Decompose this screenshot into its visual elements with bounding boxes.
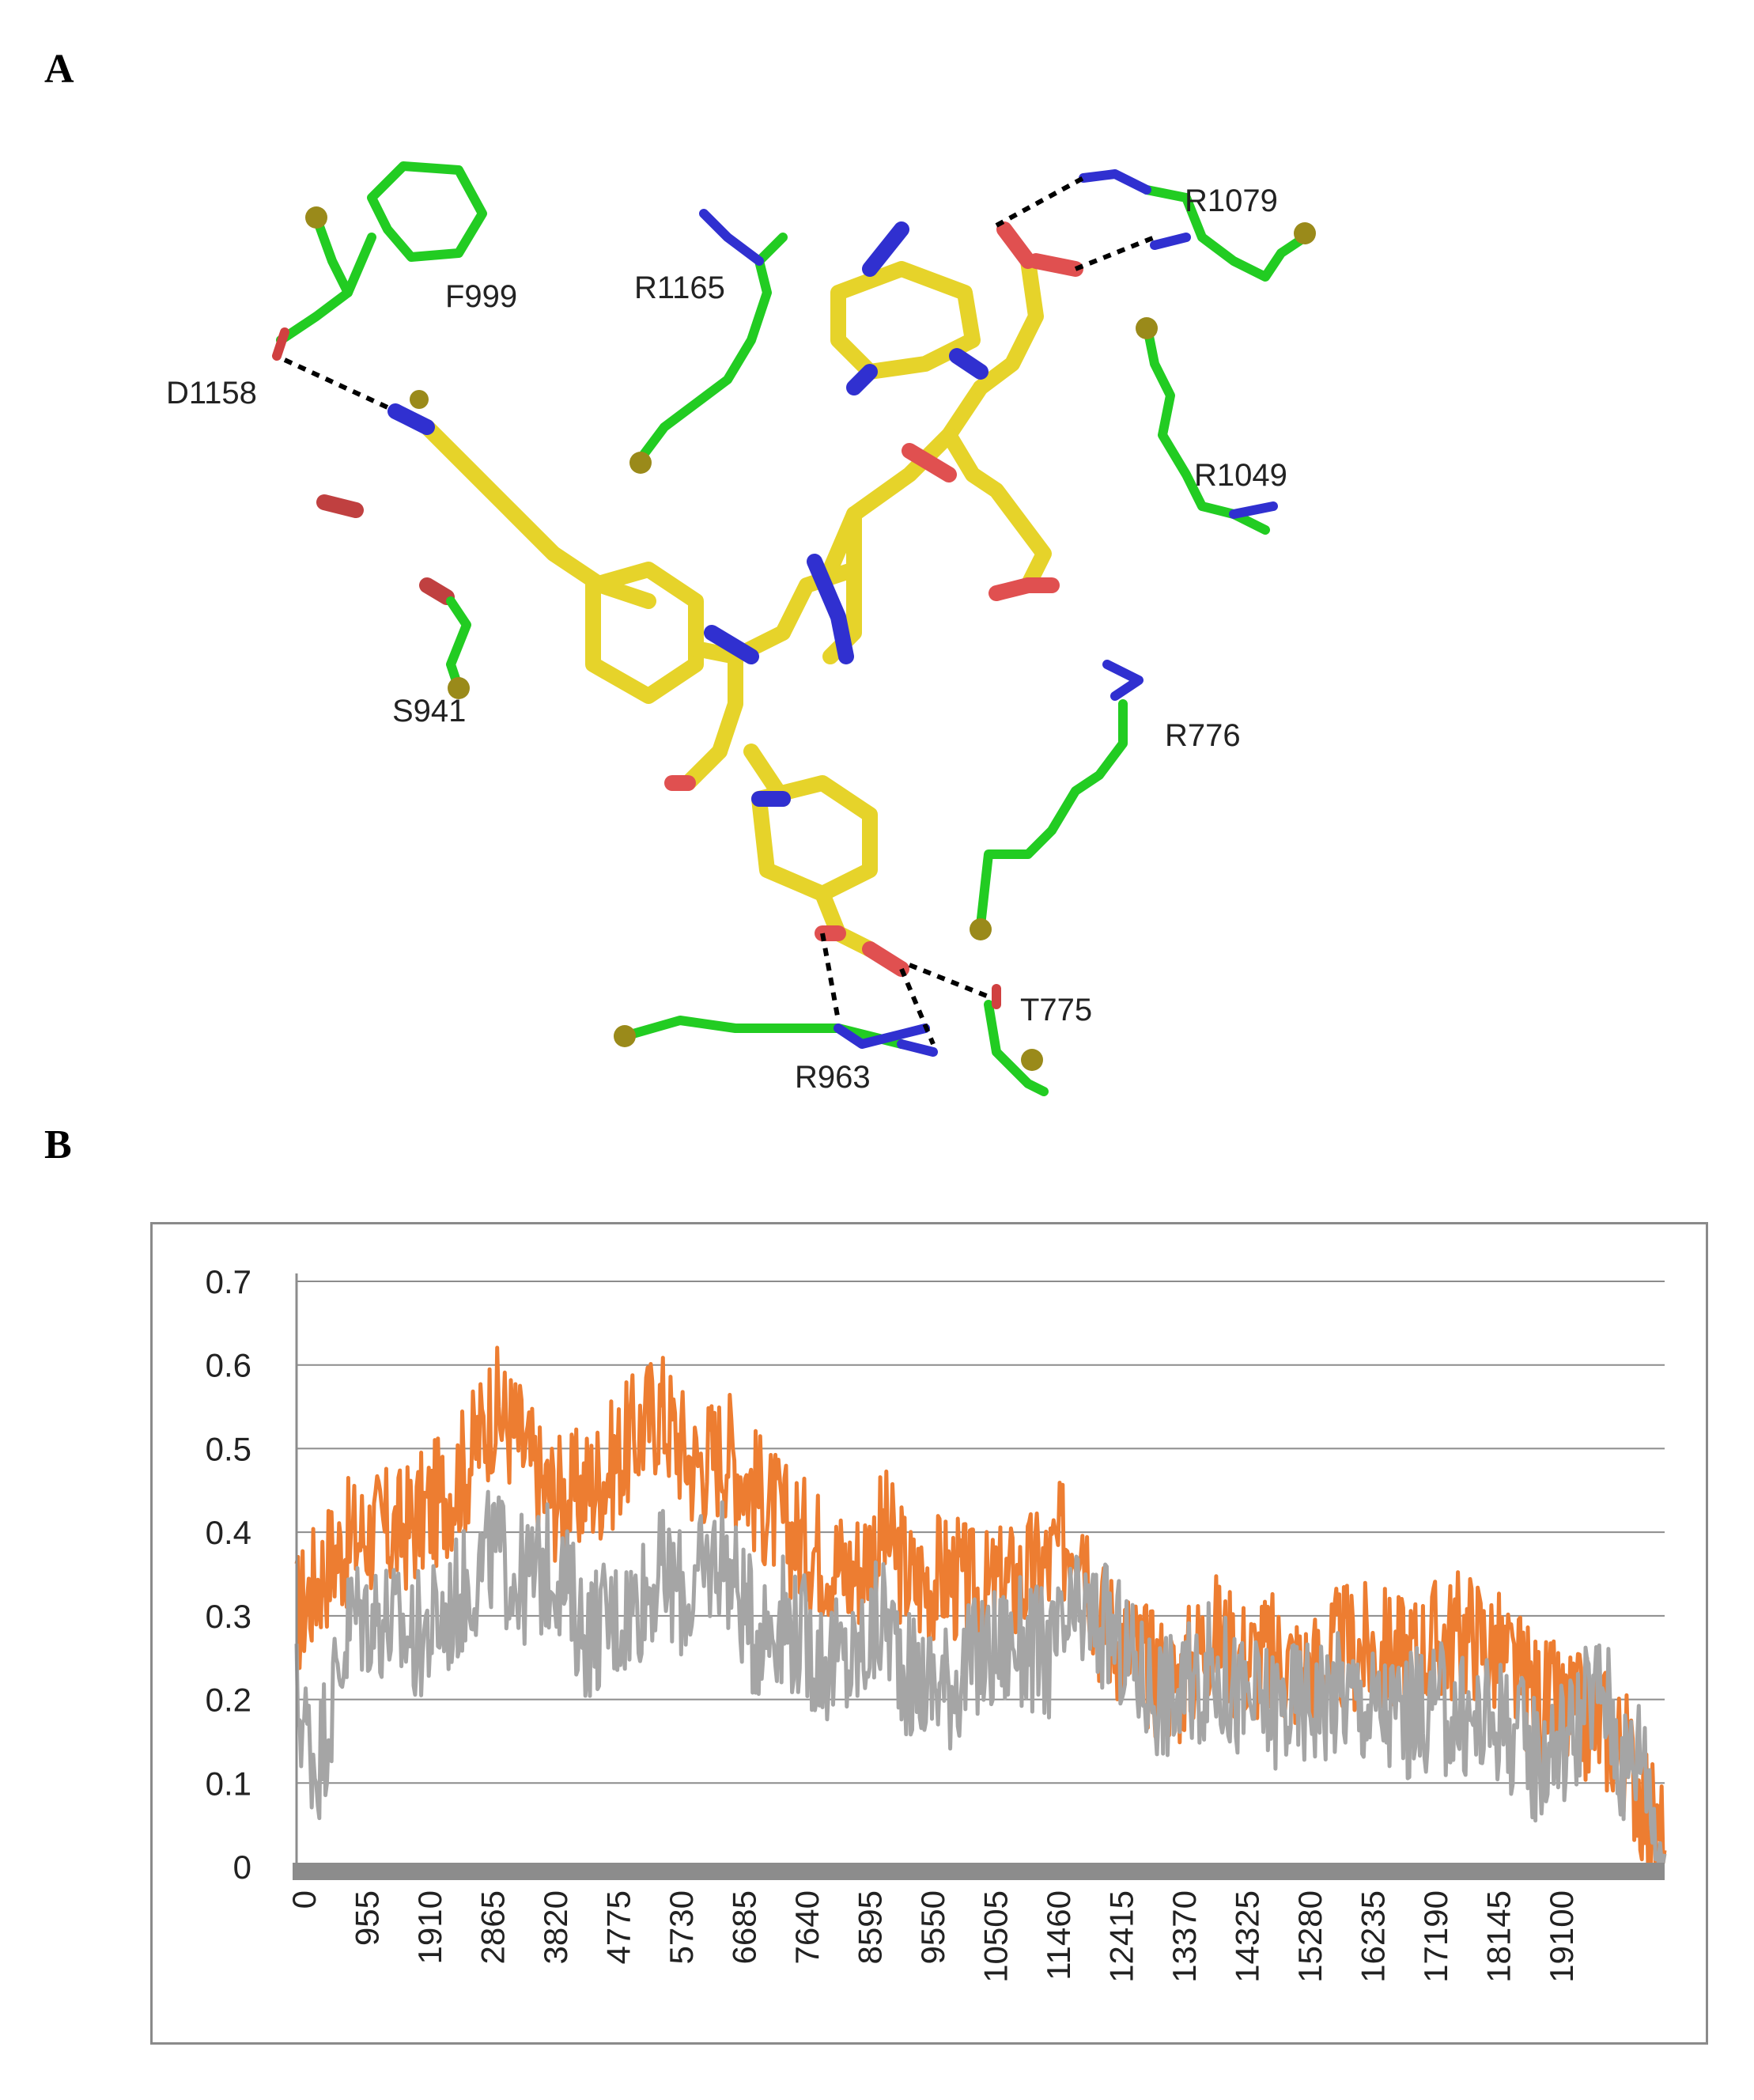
x-tick-label: 11460 [1040, 1890, 1077, 1981]
ligand-sticks [419, 253, 1052, 957]
x-tick-label: 3820 [537, 1890, 574, 1964]
x-tick-label: 19100 [1543, 1890, 1580, 1983]
series-lines [294, 1345, 1667, 1865]
y-tick-label: 0.2 [206, 1682, 251, 1719]
x-tick-label: 12415 [1103, 1890, 1140, 1983]
x-tick-label: 9550 [914, 1890, 951, 1964]
x-tick-label: 2865 [474, 1890, 512, 1964]
x-tick-label: 10505 [977, 1890, 1015, 1983]
x-tick-label: 5730 [663, 1890, 700, 1964]
residue-sticks [276, 161, 1310, 1096]
residue-label: R1165 [634, 271, 725, 305]
molecular-structure: F999 R1165 R1079 D1158 R1049 S941 R776 T… [166, 161, 1316, 1096]
y-tick-label: 0.1 [206, 1765, 251, 1802]
x-tick-label: 13370 [1166, 1890, 1203, 1983]
x-tick-label: 6685 [726, 1890, 763, 1964]
y-tick-label: 0.6 [206, 1347, 251, 1384]
y-tick-label: 0 [233, 1848, 251, 1886]
residue-label: R1049 [1194, 458, 1287, 493]
x-axis [293, 1863, 1665, 1880]
calpha-atoms [305, 206, 1316, 1071]
residue-heteroatoms [272, 169, 1278, 1057]
x-tick-label: 16235 [1355, 1890, 1392, 1983]
axes [293, 1273, 1665, 1880]
x-tick-label: 15280 [1291, 1890, 1329, 1983]
x-tick-label: 955 [349, 1890, 386, 1946]
y-tick-labels: 0 0.1 0.2 0.3 0.4 0.5 0.6 0.7 [206, 1263, 251, 1886]
x-tick-label: 8595 [852, 1890, 889, 1964]
x-tick-label: 1910 [411, 1890, 448, 1964]
residue-label: R776 [1165, 718, 1241, 753]
residue-label: T775 [1020, 993, 1092, 1027]
x-tick-label: 14325 [1229, 1890, 1266, 1983]
series-line-2 [294, 1489, 1667, 1865]
x-tick-label: 18145 [1480, 1890, 1518, 1983]
ligand-heteroatoms [316, 221, 1083, 977]
x-tick-label: 4775 [600, 1890, 637, 1964]
residue-label: R963 [795, 1060, 871, 1095]
y-tick-label: 0.7 [206, 1263, 251, 1300]
residue-label: D1158 [166, 376, 257, 411]
residue-label: F999 [445, 279, 517, 314]
hydrogen-bonds [283, 176, 1156, 1046]
panel-label-a: A [44, 47, 74, 92]
panel-label-b: B [44, 1122, 72, 1167]
y-tick-label: 0.3 [206, 1598, 251, 1635]
x-tick-label: 17190 [1417, 1890, 1454, 1983]
x-tick-labels: 0 955 1910 2865 3820 4775 5730 6685 7640 8595 9550… [285, 1890, 1580, 1983]
x-tick-label: 7640 [788, 1890, 826, 1964]
residue-label: S941 [392, 694, 466, 728]
y-tick-label: 0.4 [206, 1514, 251, 1551]
x-tick-label: 0 [285, 1890, 323, 1909]
residue-label: R1079 [1185, 184, 1278, 218]
chart-frame [150, 1222, 1708, 2045]
y-tick-label: 0.5 [206, 1430, 251, 1467]
